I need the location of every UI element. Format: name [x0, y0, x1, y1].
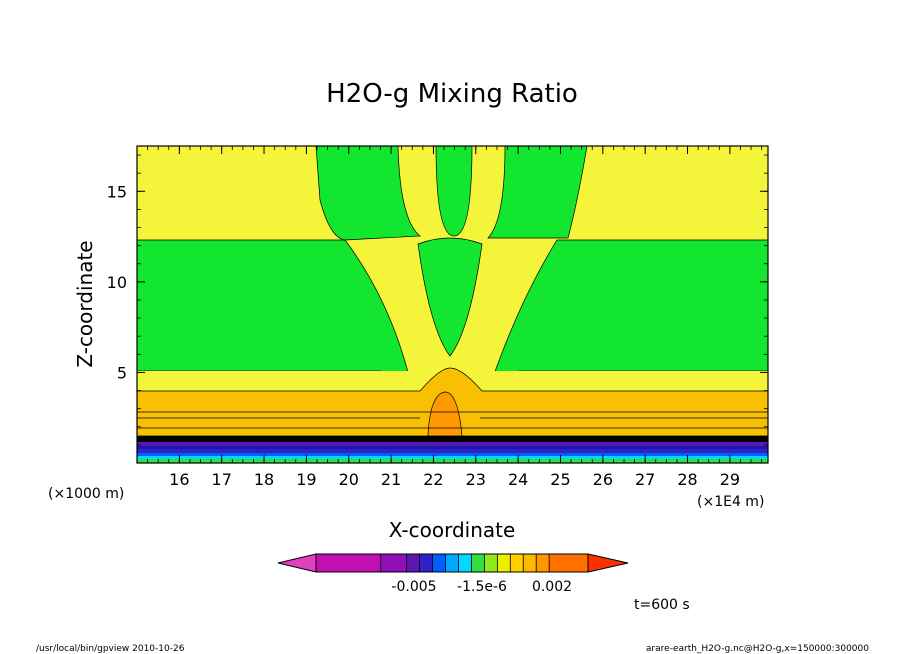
field-dark-orange-core — [427, 391, 463, 437]
colorbar-segment — [562, 554, 576, 572]
field-purple-layer — [137, 442, 768, 446]
colorbar-segment — [419, 554, 434, 572]
colorbar-label-max: 0.002 — [532, 579, 572, 595]
x-tick-label: 20 — [339, 470, 359, 489]
colorbar-frame — [315, 553, 589, 573]
colorbar-segment — [510, 554, 524, 572]
colorbar-segment — [484, 554, 498, 572]
colorbar-segment — [367, 554, 382, 572]
colorbar-segment — [341, 554, 356, 572]
y-axis-title: Z-coordinate — [73, 240, 97, 367]
colorbar-segment — [458, 554, 472, 572]
colorbar-segment — [471, 554, 485, 572]
colorbar-segment — [354, 554, 369, 572]
field-green-plume-left — [315, 146, 421, 241]
colorbar-segment — [380, 554, 395, 572]
field-darkblue-layer — [137, 446, 768, 449]
colorbar-min-arrow — [277, 553, 317, 573]
colorbar-segment — [393, 554, 408, 572]
x-tick-label: 23 — [466, 470, 486, 489]
plot-frame — [136, 145, 769, 464]
time-annotation: t=600 s — [634, 597, 690, 613]
field-green-bottom — [137, 459, 768, 463]
x-axis-title: X-coordinate — [389, 518, 516, 542]
colorbar-segment — [432, 554, 447, 572]
x-tick-label: 21 — [381, 470, 401, 489]
chart-title: H2O-g Mixing Ratio — [326, 79, 578, 109]
colorbar-segment — [328, 554, 343, 572]
colorbar — [277, 553, 629, 573]
colorbar-segment — [497, 554, 511, 572]
footer-right: arare-earth_H2O-g.nc@H2O-g,x=150000:3000… — [646, 644, 869, 654]
x-tick-label: 25 — [550, 470, 570, 489]
colorbar-segment — [445, 554, 459, 572]
field-black-layer — [137, 436, 768, 442]
x-tick-label: 22 — [423, 470, 443, 489]
x-axis: 16 17 18 19 20 21 22 23 24 25 26 27 28 29 — [136, 146, 763, 489]
y-tick-label: 15 — [107, 182, 127, 201]
colorbar-segment — [575, 554, 589, 572]
field-green-plume-right — [487, 146, 588, 239]
y-axis-unit: (×1000 m) — [48, 486, 124, 502]
y-tick-label: 5 — [117, 363, 127, 382]
colorbar-segment — [316, 554, 330, 572]
footer-left: /usr/local/bin/gpview 2010-10-26 — [36, 644, 185, 654]
y-axis: 5 10 15 — [107, 154, 768, 464]
colorbar-label-mid: -1.5e-6 — [457, 579, 507, 595]
colorbar-max-arrow — [587, 553, 629, 573]
x-tick-label: 27 — [635, 470, 655, 489]
x-tick-label: 16 — [169, 470, 189, 489]
x-tick-label: 26 — [593, 470, 613, 489]
colorbar-segment — [549, 554, 563, 572]
x-tick-label: 17 — [212, 470, 232, 489]
colorbar-label-min: -0.005 — [391, 579, 436, 595]
y-tick-label: 10 — [107, 273, 127, 292]
colorbar-segment — [406, 554, 421, 572]
x-tick-label: 28 — [677, 470, 697, 489]
colorbar-segment — [536, 554, 550, 572]
colorbar-labels: -0.005 -1.5e-6 0.002 — [391, 579, 572, 595]
field-indigo-layer — [137, 449, 768, 453]
field-green-center-lobe — [417, 237, 483, 357]
x-tick-label: 29 — [720, 470, 740, 489]
colorbar-segment — [523, 554, 537, 572]
x-tick-label: 18 — [254, 470, 274, 489]
x-tick-label: 19 — [296, 470, 316, 489]
x-axis-unit: (×1E4 m) — [697, 494, 764, 510]
field-blue-layer — [137, 453, 768, 456]
x-tick-label: 24 — [508, 470, 528, 489]
field-green-plume-center — [435, 146, 473, 237]
field-cyan-layer — [137, 456, 768, 459]
plot-area — [136, 145, 769, 464]
